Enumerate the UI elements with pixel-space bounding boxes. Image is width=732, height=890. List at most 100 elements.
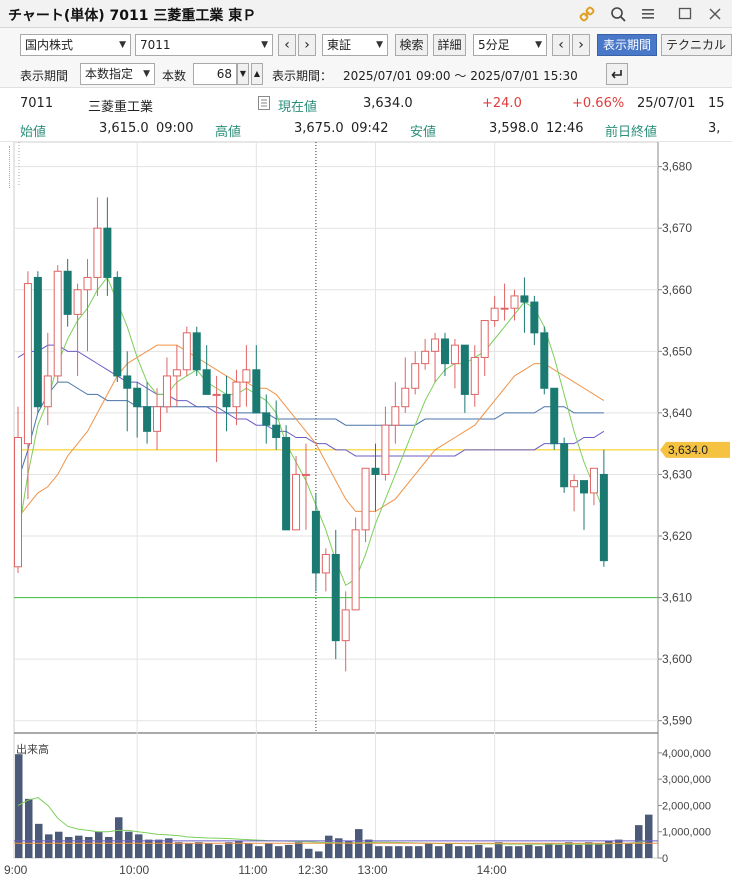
range-value: 2025/07/01 09:00 〜 2025/07/01 15:30 [343,69,578,83]
volume-bar [95,831,103,858]
window-title: チャート(単体) 7011 三菱重工業 東Ｐ [8,8,257,24]
current-price-badge [660,441,730,458]
prev-close-label: 前日終値 [605,125,658,140]
count-up-button[interactable]: ▲ [251,63,263,85]
price-change-pct: +0.66% [572,96,625,111]
volume-bar [295,842,303,858]
candle-body [172,369,181,377]
candle-body [301,473,310,476]
exchange-select[interactable]: 東証 ▼ [322,34,388,56]
link-icon[interactable] [578,5,596,23]
volume-tick-label: 1,000,000 [662,827,711,839]
volume-bar [315,851,323,858]
price-chart[interactable]: 3,680 3,670 3,660 3,650 3,640 3,630 3,620 3,610… [0,141,732,887]
price-tick-label: 3,620 [662,529,692,543]
low-value: 3,598.0 [489,121,539,136]
volume-bar [165,838,173,858]
time-tick-label: 12:30 [298,863,328,877]
candle-body [252,369,261,414]
volume-bar [245,843,253,858]
volume-bar [15,754,23,858]
document-icon[interactable] [258,96,270,114]
interval-select[interactable]: 5分足 ▼ [473,34,547,56]
volume-bar [535,846,543,858]
close-icon[interactable] [706,5,724,23]
volume-bar [385,846,393,858]
candle-body [351,529,360,611]
candle-body [143,406,152,432]
candle-body [570,480,579,488]
candle-body [182,332,191,371]
technical-button[interactable]: テクニカル [661,34,732,56]
candle-body [440,338,449,365]
volume-bar [55,831,63,858]
price-tick-label: 3,590 [662,714,692,728]
prev-interval-button[interactable]: ‹ [552,34,570,56]
price-tick-label: 3,660 [662,283,692,297]
volume-bar [205,843,213,858]
candle-body [361,467,370,531]
code-select[interactable]: 7011 ▼ [135,34,273,56]
menu-icon[interactable] [639,5,657,23]
period-mode-value: 本数指定 [85,67,134,81]
volume-bar [135,834,143,858]
count-down-button[interactable]: ▼ [237,63,249,85]
candle-body [599,473,608,562]
search-button[interactable]: 検索 [395,34,428,56]
volume-bar [515,846,523,858]
volume-bar [45,834,53,858]
volume-bar [325,835,333,858]
market-select[interactable]: 国内株式 ▼ [20,34,131,56]
volume-bar [525,844,533,858]
market-select-value: 国内株式 [25,38,74,52]
period-mode-select[interactable]: 本数指定 ▼ [80,63,155,85]
candle-body [580,480,589,494]
volume-bar [195,842,203,858]
candle-body [411,363,420,389]
volume-bar [625,843,633,858]
chart-drag-handle[interactable] [9,146,11,188]
candle-body [212,393,221,396]
return-icon[interactable] [606,63,628,85]
candle-body [242,369,251,383]
interval-select-value: 5分足 [478,38,510,52]
count-label: 本数 [162,69,187,83]
time-tick-label: 11:00 [238,863,267,877]
maximize-icon[interactable] [676,5,694,23]
high-label: 高値 [215,125,242,140]
price-tick-label: 3,630 [662,467,692,481]
chart-area[interactable]: 3,680 3,670 3,660 3,650 3,640 3,630 3,620 3,610… [0,141,732,887]
low-label: 安値 [410,125,437,140]
candle-body [272,424,281,438]
price-tick-label: 3,680 [662,160,692,174]
candle-body [192,332,201,371]
detail-button[interactable]: 詳細 [433,34,466,56]
candle-body [23,283,32,445]
volume-bar [575,844,583,858]
volume-bar [405,846,413,858]
high-value: 3,675.0 [294,121,344,136]
next-code-button[interactable]: › [298,34,316,56]
candle-body [401,387,410,408]
volume-bar [225,842,233,858]
count-input[interactable]: 68 [193,63,237,85]
next-interval-button[interactable]: › [572,34,590,56]
volume-bar [125,831,133,858]
volume-bar [75,835,83,858]
search-icon[interactable] [609,5,627,23]
volume-bar [255,846,263,858]
quote-date-tail: 15 [708,96,725,111]
candle-body [331,553,340,642]
volume-bar [285,844,293,858]
volume-bar [615,839,623,858]
high-time: 09:42 [351,121,389,136]
prev-code-button[interactable]: ‹ [278,34,296,56]
volume-bar [345,840,353,858]
volume-bar [425,843,433,858]
period-button[interactable]: 表示期間 [597,34,657,56]
volume-bar [215,844,223,858]
candle-body [480,320,489,358]
candle-body [431,338,440,352]
volume-bar [65,836,73,858]
volume-bar [595,843,603,858]
